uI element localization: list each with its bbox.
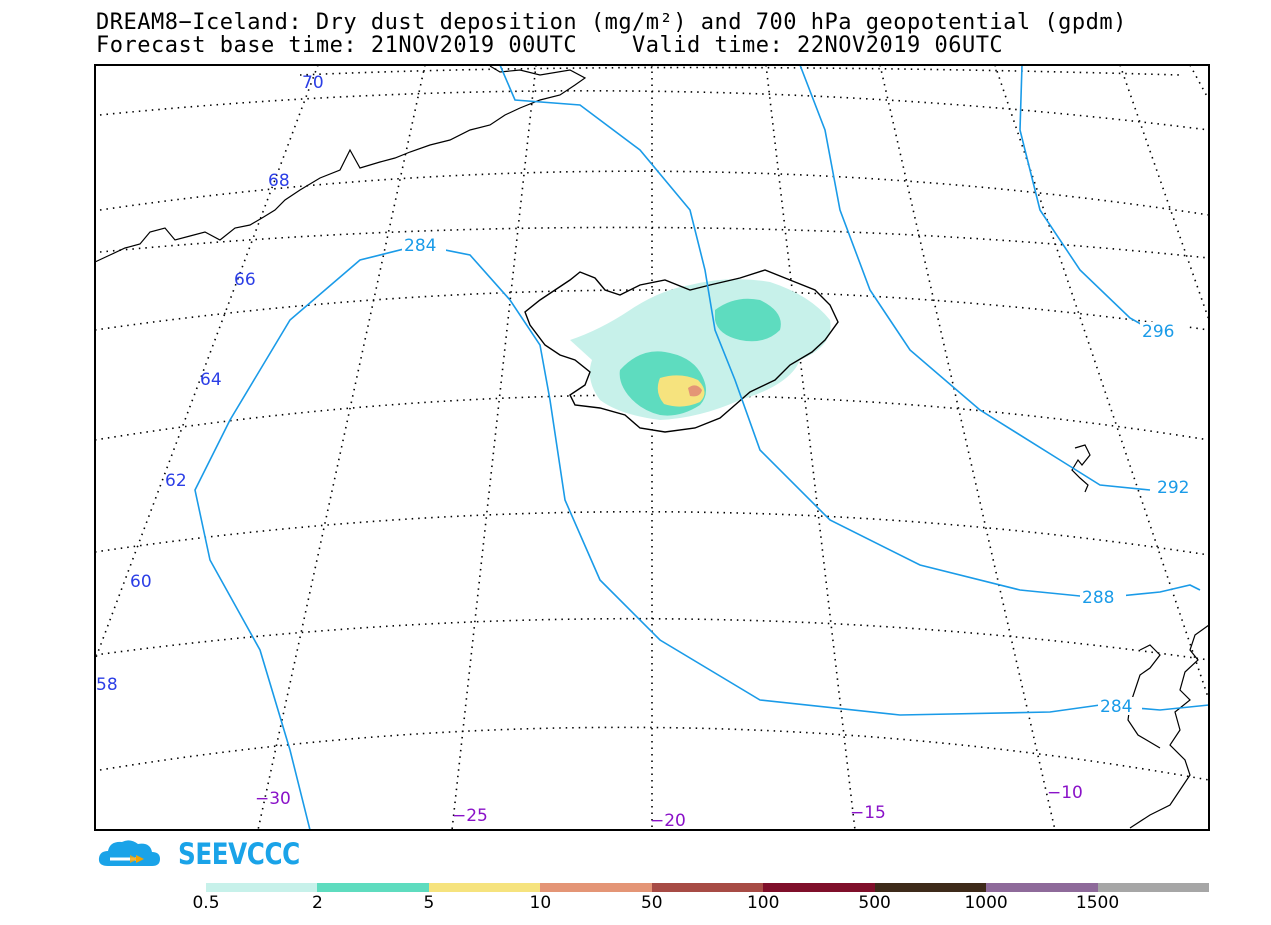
colorbar-label: 100 [746, 893, 780, 913]
scotland-coastline [1129, 624, 1209, 829]
colorbar [206, 883, 1209, 892]
map-subtitle: Forecast base time: 21NOV2019 00UTC Vali… [96, 33, 1004, 58]
latitude-label-62: 62 [165, 471, 187, 491]
contour-284-west [194, 244, 1209, 830]
contour-292 [799, 65, 1151, 491]
colorbar-segment [763, 883, 875, 892]
contour-label-292: 292 [1157, 478, 1189, 498]
colorbar-label: 2 [312, 893, 323, 913]
longitude-label-minus-30: −30 [255, 789, 291, 809]
longitude-labels: −30 −25 −20 −15 −10 [255, 783, 1083, 831]
colorbar-segment [986, 883, 1098, 892]
latitude-labels: 70 68 66 64 62 60 58 [96, 73, 324, 695]
latitude-label-58: 58 [96, 675, 118, 695]
colorbar-label: 10 [529, 893, 552, 913]
colorbar-segment [317, 883, 429, 892]
contour-label-284-east: 284 [1100, 697, 1132, 717]
colorbar-segment [1097, 883, 1209, 892]
cloud-logo-icon [98, 840, 160, 866]
colorbar-label: 1500 [1075, 893, 1120, 913]
latitude-label-64: 64 [200, 370, 222, 390]
longitude-label-minus-25: −25 [452, 806, 488, 826]
colorbar-label: 50 [640, 893, 663, 913]
colorbar-label: 500 [858, 893, 891, 913]
latitude-label-68: 68 [268, 171, 290, 191]
contour-296 [1019, 65, 1149, 329]
contour-label-296: 296 [1142, 322, 1174, 342]
longitude-label-minus-10: −10 [1047, 783, 1083, 803]
colorbar-segment [874, 883, 987, 892]
colorbar-labels: 0.5 2 5 10 50 100 500 1000 1500 [0, 893, 1271, 913]
contour-labels: 284 296 292 288 284 [402, 236, 1200, 717]
contour-label-284-west: 284 [404, 236, 436, 256]
colorbar-segment [206, 883, 318, 892]
longitude-label-minus-15: −15 [850, 803, 886, 823]
colorbar-label: 1000 [964, 893, 1008, 913]
latitude-label-70: 70 [302, 73, 324, 93]
iceland-coastline [524, 269, 839, 433]
seevccc-logo: SEEVCCC [96, 836, 316, 872]
latitude-label-60: 60 [130, 572, 152, 592]
colorbar-segment [540, 883, 652, 892]
dust-deposition-field [570, 279, 831, 420]
contour-288 [499, 65, 1201, 599]
colorbar-label: 0.5 [192, 893, 220, 913]
contour-label-288: 288 [1082, 588, 1114, 608]
map-canvas [95, 65, 1209, 830]
greenland-coastline [95, 65, 587, 263]
geopotential-contours [194, 65, 1209, 830]
colorbar-label: 5 [423, 893, 435, 913]
longitude-gridlines [95, 65, 1209, 830]
brand-name: SEEVCCC [178, 837, 300, 871]
colorbar-segment [428, 883, 541, 892]
hebrides [1127, 644, 1161, 749]
colorbar-segment [651, 883, 764, 892]
faroe-islands [1071, 444, 1091, 493]
map-frame [94, 64, 1210, 831]
latitude-label-66: 66 [234, 270, 256, 290]
map-title: DREAM8−Iceland: Dry dust deposition (mg/… [96, 10, 1127, 35]
longitude-label-minus-20: −20 [650, 811, 686, 831]
